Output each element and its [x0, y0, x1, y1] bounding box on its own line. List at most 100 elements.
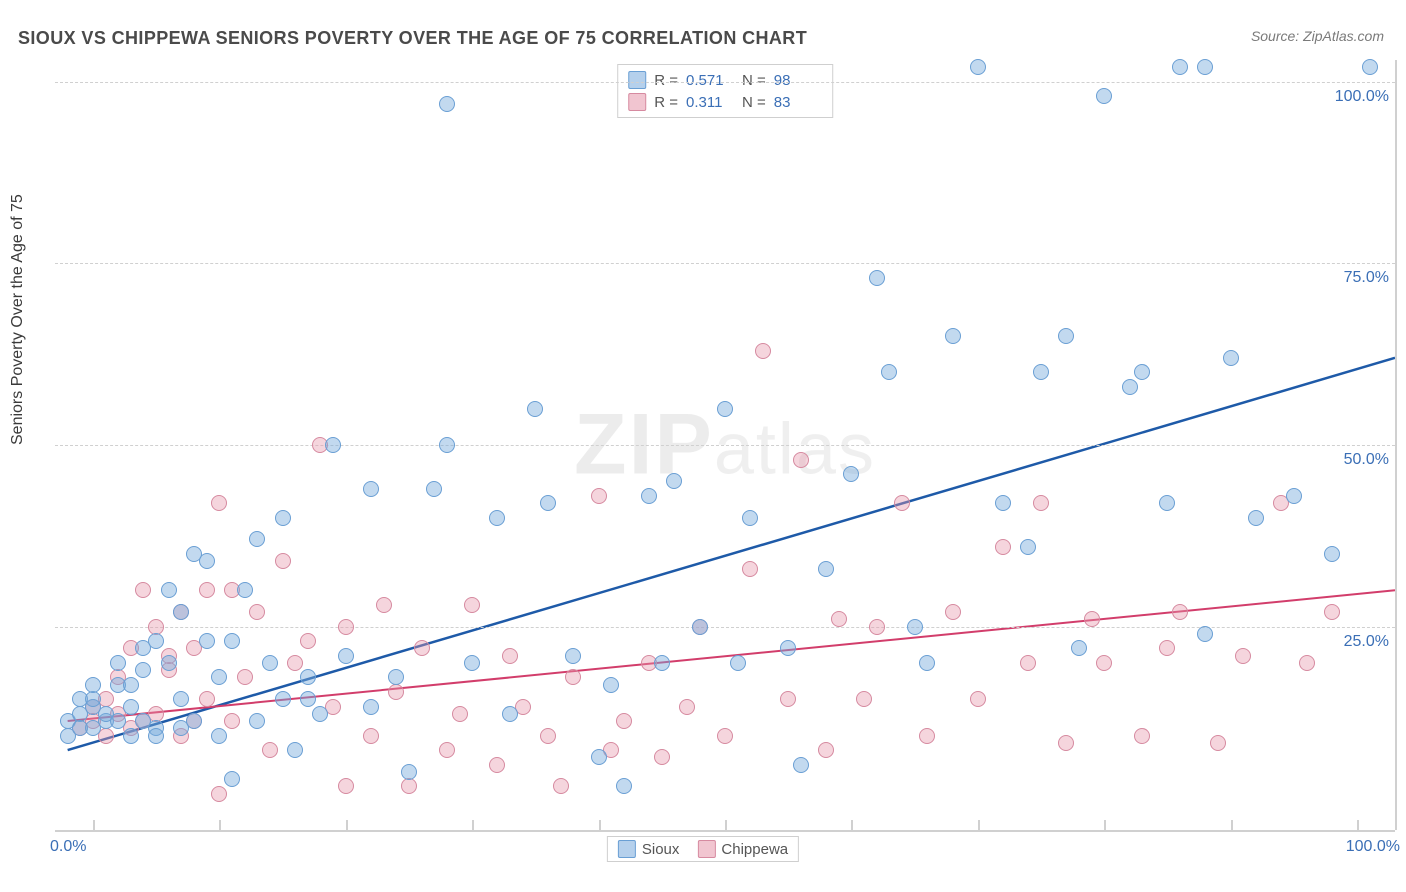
- marker-chippewa: [919, 728, 935, 744]
- marker-chippewa: [869, 619, 885, 635]
- gridline-h: [55, 82, 1395, 83]
- marker-sioux: [388, 669, 404, 685]
- marker-sioux: [945, 328, 961, 344]
- tick-v: [1231, 820, 1233, 830]
- marker-chippewa: [363, 728, 379, 744]
- marker-sioux: [363, 481, 379, 497]
- marker-chippewa: [1324, 604, 1340, 620]
- trendline-sioux: [68, 358, 1395, 750]
- marker-chippewa: [1172, 604, 1188, 620]
- marker-chippewa: [249, 604, 265, 620]
- marker-sioux: [1159, 495, 1175, 511]
- marker-sioux: [275, 691, 291, 707]
- marker-sioux: [1197, 59, 1213, 75]
- marker-sioux: [502, 706, 518, 722]
- plot-area: ZIPatlas R = 0.571 N = 98 R = 0.311 N = …: [55, 60, 1395, 832]
- stat-r-sioux: 0.571: [686, 72, 734, 89]
- marker-chippewa: [211, 495, 227, 511]
- gridline-h: [55, 627, 1395, 628]
- marker-sioux: [123, 699, 139, 715]
- stat-n-chippewa: 83: [774, 94, 822, 111]
- marker-chippewa: [755, 343, 771, 359]
- marker-sioux: [692, 619, 708, 635]
- marker-sioux: [1096, 88, 1112, 104]
- marker-chippewa: [780, 691, 796, 707]
- source-label: Source: ZipAtlas.com: [1251, 28, 1384, 44]
- marker-chippewa: [995, 539, 1011, 555]
- marker-sioux: [1223, 350, 1239, 366]
- marker-chippewa: [1235, 648, 1251, 664]
- marker-sioux: [186, 713, 202, 729]
- marker-sioux: [85, 691, 101, 707]
- stat-n-sioux: 98: [774, 72, 822, 89]
- swatch-sioux-icon: [628, 71, 646, 89]
- marker-chippewa: [452, 706, 468, 722]
- marker-chippewa: [1096, 655, 1112, 671]
- marker-chippewa: [401, 778, 417, 794]
- marker-sioux: [110, 655, 126, 671]
- marker-sioux: [591, 749, 607, 765]
- tick-v: [599, 820, 601, 830]
- marker-chippewa: [502, 648, 518, 664]
- marker-sioux: [173, 691, 189, 707]
- tick-v: [346, 820, 348, 830]
- marker-sioux: [439, 437, 455, 453]
- marker-sioux: [300, 691, 316, 707]
- marker-sioux: [995, 495, 1011, 511]
- marker-sioux: [1286, 488, 1302, 504]
- marker-sioux: [1033, 364, 1049, 380]
- marker-chippewa: [1058, 735, 1074, 751]
- marker-sioux: [161, 582, 177, 598]
- marker-chippewa: [970, 691, 986, 707]
- gridline-h: [55, 263, 1395, 264]
- marker-sioux: [730, 655, 746, 671]
- tick-v: [978, 820, 980, 830]
- legend-item-chippewa: Chippewa: [697, 840, 788, 858]
- marker-sioux: [1172, 59, 1188, 75]
- marker-chippewa: [591, 488, 607, 504]
- marker-sioux: [338, 648, 354, 664]
- marker-sioux: [565, 648, 581, 664]
- legend-item-sioux: Sioux: [618, 840, 680, 858]
- marker-sioux: [249, 531, 265, 547]
- tick-v: [1357, 820, 1359, 830]
- swatch-sioux-icon: [618, 840, 636, 858]
- marker-sioux: [540, 495, 556, 511]
- marker-sioux: [489, 510, 505, 526]
- marker-sioux: [970, 59, 986, 75]
- stat-r-label: R =: [654, 72, 678, 89]
- marker-sioux: [275, 510, 291, 526]
- marker-chippewa: [945, 604, 961, 620]
- tick-v: [851, 820, 853, 830]
- marker-chippewa: [1134, 728, 1150, 744]
- marker-sioux: [793, 757, 809, 773]
- marker-sioux: [780, 640, 796, 656]
- marker-chippewa: [489, 757, 505, 773]
- chart-title: SIOUX VS CHIPPEWA SENIORS POVERTY OVER T…: [18, 28, 807, 49]
- marker-sioux: [224, 633, 240, 649]
- marker-chippewa: [717, 728, 733, 744]
- marker-chippewa: [831, 611, 847, 627]
- stat-n-label-2: N =: [742, 94, 766, 111]
- x-max-label: 100.0%: [1346, 838, 1400, 856]
- marker-sioux: [199, 553, 215, 569]
- swatch-chippewa-icon: [697, 840, 715, 858]
- stat-row-sioux: R = 0.571 N = 98: [628, 69, 822, 91]
- marker-sioux: [110, 713, 126, 729]
- marker-sioux: [300, 669, 316, 685]
- marker-sioux: [869, 270, 885, 286]
- gridline-h: [55, 445, 1395, 446]
- marker-sioux: [148, 633, 164, 649]
- marker-chippewa: [224, 713, 240, 729]
- marker-chippewa: [300, 633, 316, 649]
- tick-v: [472, 820, 474, 830]
- marker-sioux: [527, 401, 543, 417]
- marker-chippewa: [414, 640, 430, 656]
- marker-sioux: [603, 677, 619, 693]
- marker-chippewa: [1159, 640, 1175, 656]
- marker-sioux: [717, 401, 733, 417]
- marker-sioux: [1020, 539, 1036, 555]
- y-tick-label: 75.0%: [1344, 269, 1389, 287]
- marker-sioux: [1071, 640, 1087, 656]
- marker-sioux: [199, 633, 215, 649]
